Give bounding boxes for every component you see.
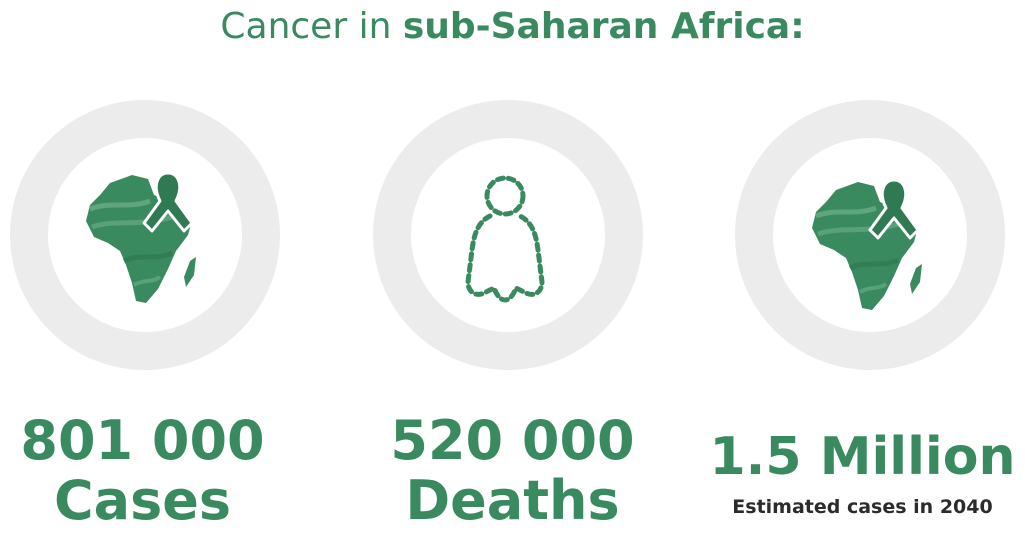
dotted-person-icon [465,175,545,303]
page-title: Cancer in sub-Saharan Africa: [0,6,1025,47]
africa-ribbon-icon [86,171,196,303]
deaths-label: Deaths [405,469,620,532]
projection-number: 1.5 Million [709,427,1016,487]
cases-label: Cases [54,469,231,532]
projection-note: Estimated cases in 2040 [732,496,993,518]
africa-ribbon-icon [812,178,922,310]
cases-number: 801 000 [20,409,265,472]
deaths-number: 520 000 [390,409,635,472]
title-prefix: Cancer in [220,6,403,47]
title-emphasis: sub-Saharan Africa: [402,6,805,47]
